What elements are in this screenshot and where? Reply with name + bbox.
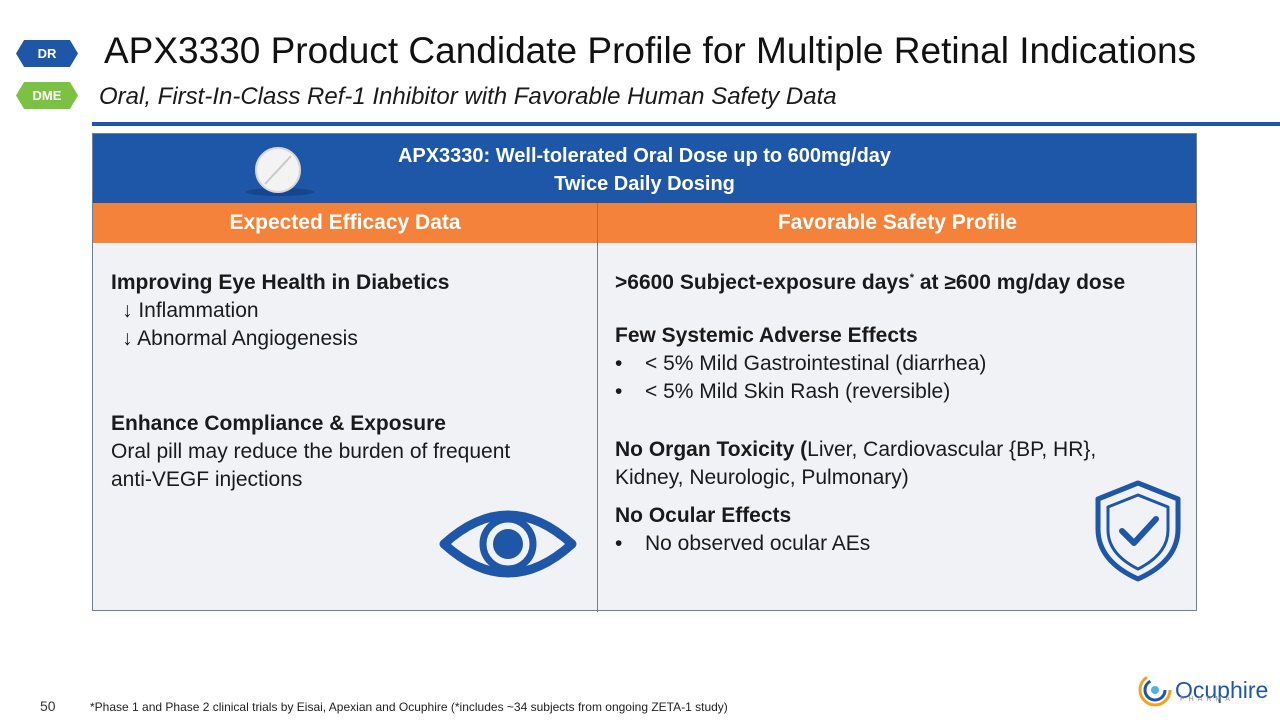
slide-title: APX3330 Product Candidate Profile for Mu… (104, 30, 1197, 71)
banner-line-1: APX3330: Well-tolerated Oral Dose up to … (397, 145, 892, 167)
exposure-line: >6600 Subject-exposure days* at ≥600 mg/… (615, 269, 1125, 297)
column-divider (597, 203, 598, 612)
organ-list-2: Kidney, Neurologic, Pulmonary) (615, 466, 909, 489)
systemic-heading: Few Systemic Adverse Effects (615, 324, 918, 347)
shield-check-icon (1095, 480, 1181, 582)
efficacy-body-line: Oral pill may reduce the burden of frequ… (111, 440, 511, 463)
slide-subtitle: Oral, First-In-Class Ref-1 Inhibitor wit… (99, 83, 837, 111)
eye-icon (439, 510, 577, 578)
exposure-footnote-mark: * (909, 272, 915, 284)
efficacy-heading-2: Enhance Compliance & Exposure (111, 412, 446, 435)
exposure-dose: at ≥600 mg/day dose (914, 271, 1126, 294)
ocular-bullet: • No observed ocular AEs (615, 530, 1125, 558)
dose-banner: APX3330: Well-tolerated Oral Dose up to … (93, 134, 1196, 203)
ocuphire-logo-icon (1138, 673, 1172, 707)
dr-badge-label: DR (37, 46, 57, 61)
dme-badge-label: DME (32, 88, 62, 103)
dme-badge: DME (16, 82, 78, 109)
logo-wordmark: Ocuphire (1175, 677, 1269, 703)
subtitle-rest: First-In-Class Ref-1 Inhibitor with Favo… (151, 83, 837, 110)
safety-header: Favorable Safety Profile (777, 211, 1018, 234)
exposure-text: >6600 Subject-exposure days (615, 271, 910, 294)
logo-subtext: PHARMA (1180, 696, 1234, 703)
pill-icon (246, 147, 314, 196)
ocular-heading: No Ocular Effects (615, 504, 792, 527)
dr-badge: DR (16, 40, 78, 67)
bullet-dot: • (615, 380, 623, 403)
profile-panel: APX3330: Well-tolerated Oral Dose up to … (92, 133, 1197, 612)
title-rule (92, 122, 1280, 126)
ocuphire-logo: Ocuphire PHARMA (1137, 672, 1268, 708)
efficacy-heading-1: Improving Eye Health in Diabetics (111, 271, 450, 294)
organ-toxicity-line: No Organ Toxicity (Liver, Cardiovascular… (615, 436, 1125, 464)
bullet-dot: • (615, 532, 623, 555)
efficacy-header: Expected Efficacy Data (229, 211, 461, 234)
efficacy-item: ↓ Abnormal Angiogenesis (122, 327, 358, 350)
organ-list-1: Liver, Cardiovascular {BP, HR}, (807, 438, 1097, 461)
efficacy-body-line: anti-VEGF injections (111, 468, 303, 491)
systemic-bullet: • < 5% Mild Skin Rash (reversible) (615, 378, 1125, 406)
safety-column: >6600 Subject-exposure days* at ≥600 mg/… (615, 269, 1125, 558)
bullet-dot: • (615, 352, 623, 375)
page-number: 50 (40, 698, 56, 714)
efficacy-column: Improving Eye Health in Diabetics ↓ Infl… (111, 269, 510, 494)
subtitle-lead: Oral, (99, 83, 152, 110)
banner-line-2: Twice Daily Dosing (554, 173, 735, 195)
column-header-row: Expected Efficacy Data Favorable Safety … (93, 203, 1196, 243)
organ-heading: No Organ Toxicity ( (615, 438, 808, 461)
efficacy-item: ↓ Inflammation (122, 299, 259, 322)
systemic-bullet-text: < 5% Mild Gastrointestinal (diarrhea) (645, 352, 987, 375)
ocular-bullet-text: No observed ocular AEs (645, 532, 871, 555)
footnote: *Phase 1 and Phase 2 clinical trials by … (90, 700, 728, 714)
systemic-bullet-text: < 5% Mild Skin Rash (reversible) (645, 380, 951, 403)
systemic-bullet: • < 5% Mild Gastrointestinal (diarrhea) (615, 350, 1125, 378)
